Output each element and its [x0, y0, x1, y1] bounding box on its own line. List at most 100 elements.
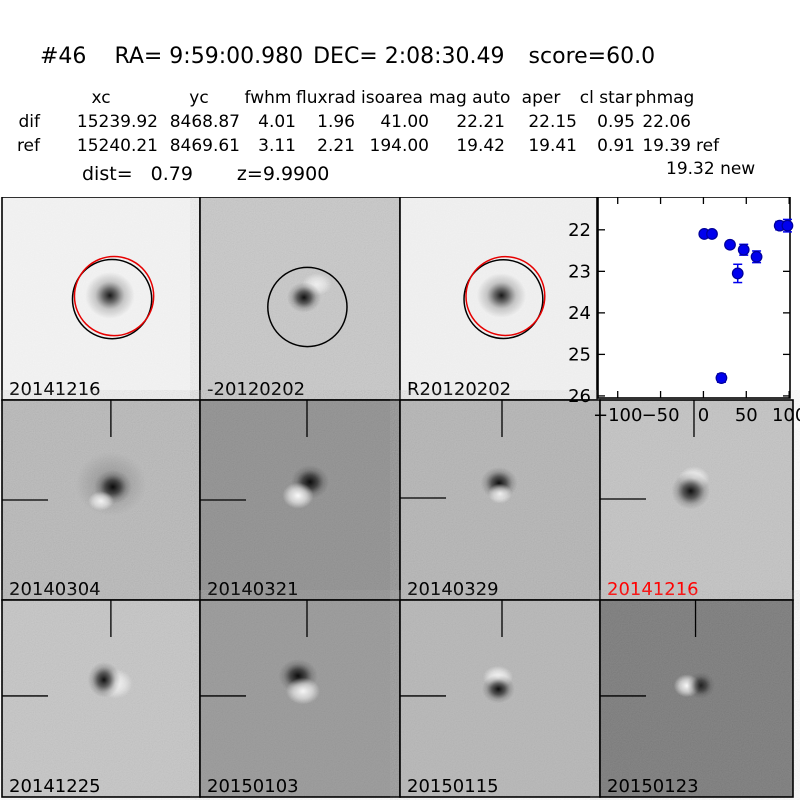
table-header-cell: cl star	[579, 88, 633, 108]
panel-label: 20141216	[9, 379, 101, 400]
table-cell: 15240.21	[76, 136, 158, 156]
table-row: dif 15239.92 8468.87 4.01 1.96 41.00 22.21 22.1…	[0, 110, 740, 134]
table-cell: 0.95	[597, 112, 635, 132]
cutout-panel-20140329: 20140329	[399, 399, 601, 601]
table-cell: 19.42	[456, 136, 505, 156]
table-header-cell: phmag	[635, 88, 695, 108]
data-point-marker	[706, 228, 718, 240]
source-blob-dark	[687, 672, 715, 699]
table-row: ref 15240.21 8469.61 3.11 2.21 194.00 19.42 19.…	[0, 134, 740, 158]
dist-line: dist= 0.79 z=9.9900	[82, 163, 329, 185]
table-cell: 0.91	[597, 136, 635, 156]
data-point-marker	[724, 238, 736, 251]
table-cell: 22.06	[642, 112, 691, 132]
lightcurve-plot: −100−50 0 50 100 22 23 24 25 26	[568, 197, 800, 426]
row-suffix	[691, 110, 740, 134]
row-label: ref	[16, 136, 40, 156]
cutout-panel-20141216: 20141216	[599, 399, 794, 601]
figure-title: #46 RA= 9:59:00.980 DEC= 2:08:30.49 score=6…	[40, 44, 655, 69]
table-cell: 8469.61	[169, 136, 240, 156]
data-point-marker	[781, 219, 794, 232]
table-cell: 4.01	[258, 112, 296, 132]
aperture-circle-red	[465, 255, 546, 337]
row-label: dif	[18, 112, 41, 132]
aperture-circle-black	[463, 258, 544, 340]
cutout-panel-20141225: 20141225	[1, 599, 201, 798]
panel-label: 20150115	[407, 776, 499, 797]
table-cell: 19.41	[528, 136, 577, 156]
cutout-panel-20150123: 20150123	[599, 599, 794, 798]
redshift-value: z=9.9900	[236, 163, 330, 185]
panel-noise-texture	[600, 600, 793, 797]
y-tick-label: 25	[568, 344, 591, 365]
table-cell: 41.00	[380, 112, 429, 132]
table-header-cell: aper	[521, 88, 561, 108]
phmag-new-suffix: new	[720, 159, 756, 179]
cutout-grid-figure: 20141216 -20120202 R20120202 20140304 201403…	[1, 197, 800, 798]
panel-label: 20140304	[9, 579, 101, 600]
cutout-panel-R20120202: R20120202	[399, 197, 598, 401]
cutout-panel-20150103: 20150103	[199, 599, 401, 798]
data-point-marker	[731, 267, 744, 280]
table-header-cell: yc	[189, 88, 209, 108]
table-cell: 2.21	[317, 136, 355, 156]
table-cell: 22.21	[456, 112, 505, 132]
table-header-cell: isoarea	[361, 88, 423, 108]
x-tick-label: 0	[698, 405, 709, 426]
cutout-panel-20140321: 20140321	[199, 399, 401, 601]
source-blob-light	[488, 483, 512, 504]
x-tick-label: 100	[772, 405, 800, 426]
table-cell: 15239.92	[76, 112, 158, 132]
source-blob-light	[282, 482, 314, 509]
phmag-new-line: 19.32 new	[666, 159, 755, 179]
table-header-cell: fluxrad	[296, 88, 356, 108]
panel-noise-texture	[2, 600, 200, 797]
photometry-table: xc yc fwhm fluxrad isoarea mag auto aper cl sta…	[0, 86, 740, 158]
cutout-panel-20150115: 20150115	[399, 599, 601, 798]
panel-label: 20140321	[207, 579, 299, 600]
dist-value: 0.79	[150, 163, 193, 185]
dist-label: dist=	[82, 163, 133, 185]
panel-label: 20140329	[407, 579, 499, 600]
panel-label: R20120202	[407, 379, 511, 400]
source-blob-dark	[87, 662, 121, 698]
table-header-cell: fwhm	[244, 88, 292, 108]
panel-border	[599, 599, 794, 798]
source-blob-light	[286, 677, 320, 705]
source-blob-dark	[671, 472, 711, 510]
table-header-cell: mag auto	[429, 88, 511, 108]
dec-value: DEC= 2:08:30.49	[313, 44, 505, 69]
cutout-panel--20120202: -20120202	[199, 197, 401, 401]
table-cell: 19.39	[642, 136, 691, 156]
phmag-new-value: 19.32	[666, 159, 715, 179]
aperture-circle-red	[73, 255, 155, 337]
cutout-panel-20141216: 20141216	[1, 197, 201, 401]
table-cell: 22.15	[528, 112, 577, 132]
source-blob-dark	[482, 674, 515, 704]
candidate-id: #46	[40, 44, 87, 69]
panel-label: 20141216	[607, 579, 699, 600]
table-corner-cell	[0, 86, 44, 110]
y-tick-label: 26	[568, 386, 591, 407]
score-value: score=60.0	[528, 44, 656, 69]
table-cell: 1.96	[317, 112, 355, 132]
aperture-circle-black	[267, 266, 348, 348]
y-tick-label: 24	[568, 303, 591, 324]
panel-label: 20150103	[207, 776, 299, 797]
table-cell: 8468.87	[169, 112, 240, 132]
x-tick-label: −100	[593, 405, 642, 426]
ra-value: RA= 9:59:00.980	[114, 44, 304, 69]
x-tick-label: −50	[642, 405, 680, 426]
data-point-marker	[715, 372, 728, 384]
cutout-panel-20140304: 20140304	[1, 399, 201, 601]
data-point-marker	[750, 250, 763, 263]
plot-background	[597, 197, 791, 399]
x-tick-label: 50	[735, 405, 758, 426]
table-cell: 194.00	[369, 136, 429, 156]
y-tick-label: 22	[568, 220, 591, 241]
panel-label: 20141225	[9, 776, 101, 797]
table-suffix-header	[691, 86, 740, 110]
panel-label: 20150123	[607, 776, 699, 797]
y-tick-label: 23	[568, 261, 591, 282]
